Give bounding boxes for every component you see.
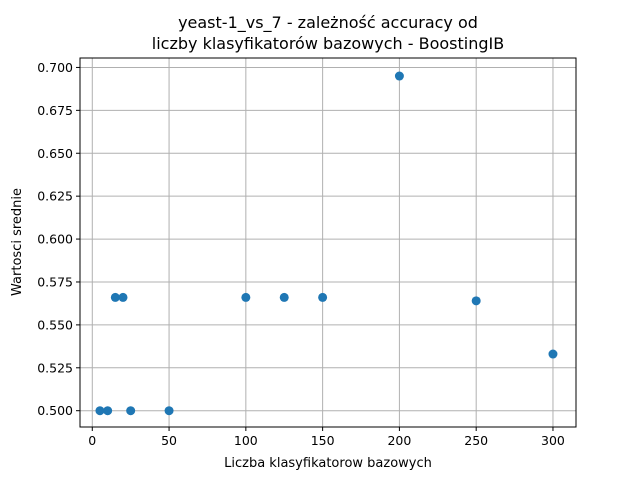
scatter-point — [126, 406, 136, 416]
chart-title-line-1: yeast-1_vs_7 - zależność accuracy od — [178, 13, 478, 33]
y-tick-label: 0.525 — [37, 360, 73, 375]
scatter-point — [394, 71, 404, 81]
y-tick-label: 0.625 — [37, 189, 73, 204]
y-tick-label: 0.575 — [37, 274, 73, 289]
x-tick-label: 50 — [161, 433, 177, 448]
y-tick-label: 0.600 — [37, 232, 73, 247]
scatter-point — [103, 406, 113, 416]
data-points — [95, 71, 558, 416]
x-tick-label: 200 — [387, 433, 411, 448]
scatter-point — [95, 406, 105, 416]
x-tick-label: 250 — [464, 433, 488, 448]
y-axis-label: Wartosci srednie — [10, 188, 25, 296]
scatter-point — [164, 406, 174, 416]
x-tick-label: 0 — [88, 433, 96, 448]
y-tick-label: 0.650 — [37, 146, 73, 161]
scatter-point — [471, 296, 481, 306]
y-tick-label: 0.500 — [37, 403, 73, 418]
x-tick-label: 100 — [234, 433, 258, 448]
scatter-point — [241, 292, 251, 302]
plot-frame — [79, 57, 577, 428]
y-tick-label: 0.700 — [37, 60, 73, 75]
scatter-point — [318, 292, 328, 302]
x-axis-label: Liczba klasyfikatorow bazowych — [224, 456, 432, 471]
grid — [80, 58, 576, 427]
y-tick-label: 0.550 — [37, 317, 73, 332]
scatter-point — [118, 292, 128, 302]
scatter-point — [110, 292, 120, 302]
scatter-point — [548, 349, 558, 359]
scatter-point — [279, 292, 289, 302]
chart-title-line-2: liczby klasyfikatorów bazowych - Boostin… — [152, 34, 504, 53]
y-tick-label: 0.675 — [37, 103, 73, 118]
x-tick-label: 300 — [541, 433, 565, 448]
x-tick-label: 150 — [311, 433, 335, 448]
axis-ticks: 0 50 100 150 200 250 300 0.500 0.525 0.550 0.575 0.… — [37, 60, 565, 448]
